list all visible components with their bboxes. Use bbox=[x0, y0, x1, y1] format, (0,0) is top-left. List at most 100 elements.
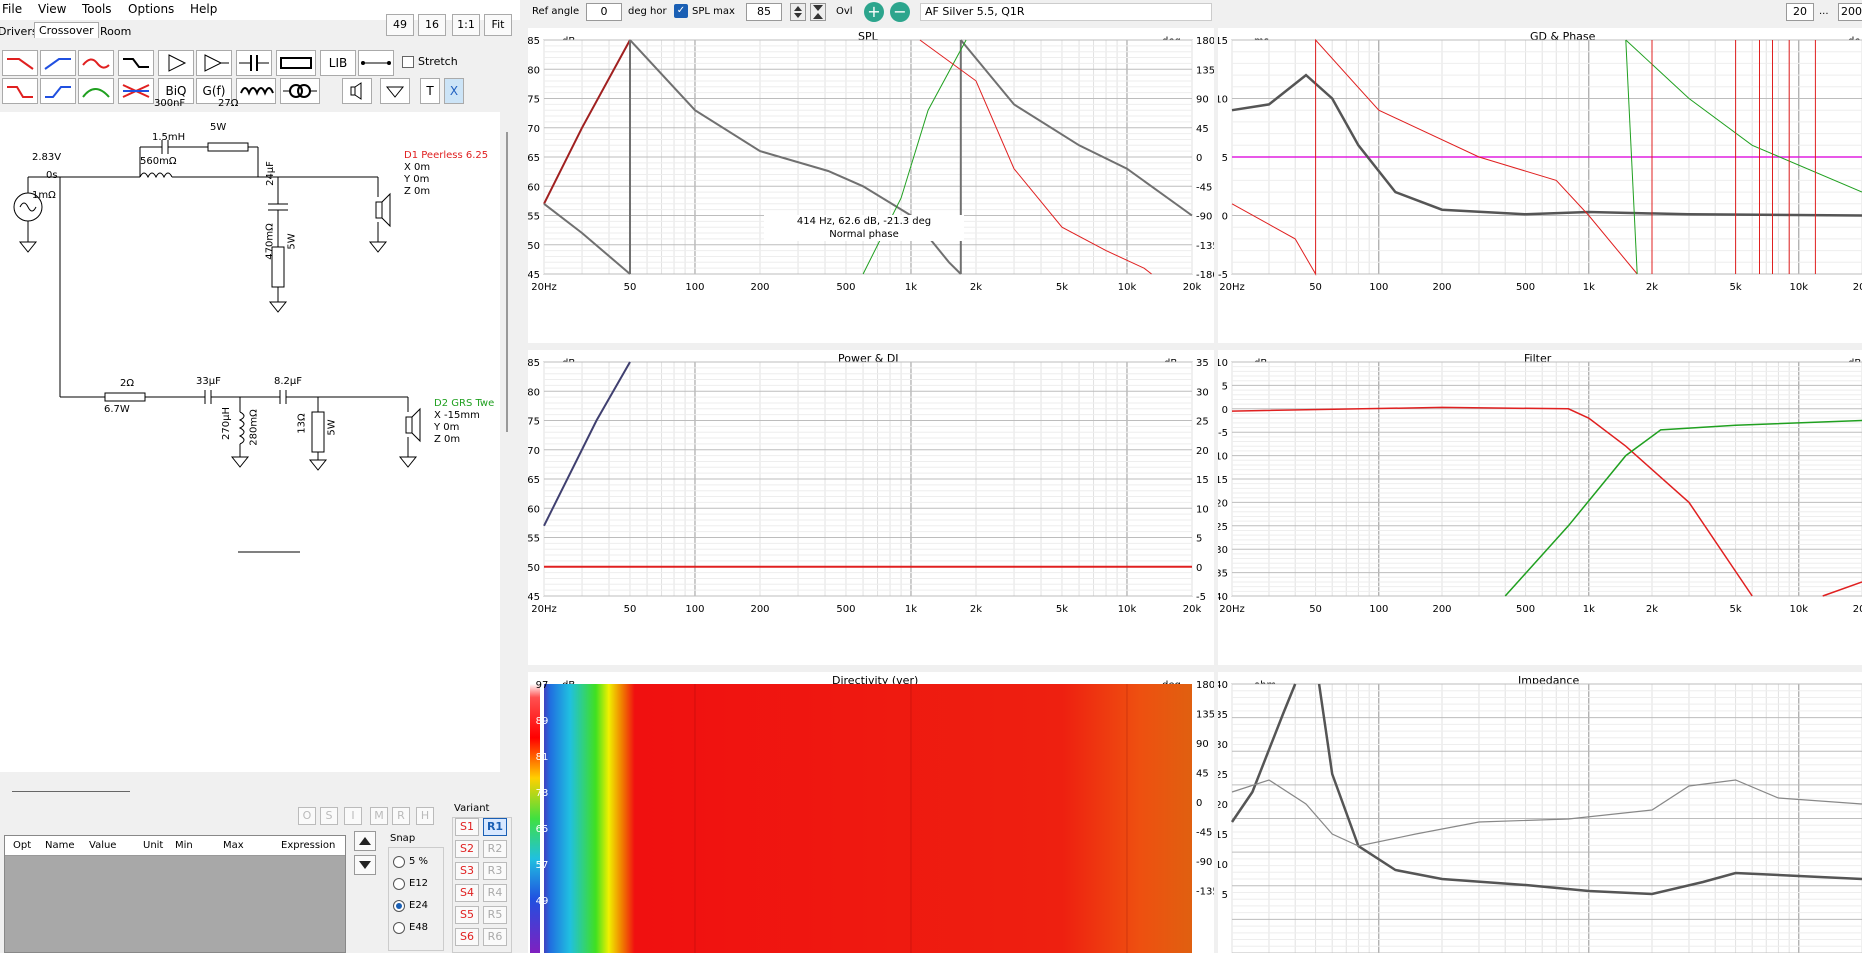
variant-r1-button[interactable]: R1 bbox=[483, 818, 507, 836]
r2-label[interactable]: 470mΩ bbox=[264, 223, 276, 260]
phase-tick-label: -135 bbox=[1196, 241, 1214, 252]
overlay-remove-icon[interactable]: − bbox=[890, 2, 910, 22]
capacitor-icon[interactable] bbox=[236, 50, 272, 76]
lib-button[interactable]: LIB bbox=[320, 50, 356, 76]
gd-phase-panel[interactable]: GD & Phase ms de 20Hz501002005001k2k5k10… bbox=[1218, 28, 1862, 343]
t-button[interactable]: T bbox=[420, 78, 440, 104]
bandpass-red-icon[interactable] bbox=[78, 50, 114, 76]
fit-button[interactable]: Fit bbox=[484, 14, 512, 36]
overlay-add-icon[interactable]: + bbox=[864, 2, 884, 22]
r3-label[interactable]: 2Ω bbox=[120, 378, 135, 389]
tweeter-filter-line bbox=[1504, 419, 1862, 597]
resistor-icon[interactable] bbox=[276, 50, 316, 76]
r4-label[interactable]: 13Ω bbox=[296, 413, 308, 434]
menu-file[interactable]: File bbox=[2, 2, 23, 16]
opt-o-button[interactable]: O bbox=[298, 807, 316, 825]
variant-s1-button[interactable]: S1 bbox=[455, 818, 479, 836]
spl-max-checkbox[interactable]: ✓ bbox=[674, 4, 688, 18]
transformer-icon[interactable] bbox=[280, 78, 320, 104]
opt-i-button[interactable]: I bbox=[344, 807, 362, 825]
menu-options[interactable]: Options bbox=[128, 2, 175, 16]
tab-drivers[interactable]: Drivers bbox=[0, 25, 38, 38]
power-di-panel[interactable]: Power & DI dB dB 20Hz501002005001k2k5k10… bbox=[528, 350, 1214, 665]
bandpass-green-icon[interactable] bbox=[78, 78, 114, 104]
spl-panel[interactable]: SPL dB deg 20Hz501002005001k2k5k10k20k85… bbox=[528, 28, 1214, 343]
crossover-schematic[interactable]: 2.83V 0s 1mΩ 300nF 27Ω 5W 1.5mH 560mΩ 24… bbox=[0, 98, 508, 772]
spl-spinner[interactable] bbox=[790, 3, 806, 21]
driver1-name[interactable]: D1 Peerless 6.25 bbox=[404, 150, 489, 161]
tab-crossover[interactable]: Crossover bbox=[34, 22, 99, 38]
notch-icon[interactable] bbox=[118, 78, 154, 104]
phase-line bbox=[960, 39, 1193, 217]
variant-s4-button[interactable]: S4 bbox=[455, 884, 479, 902]
shelf-icon[interactable] bbox=[118, 50, 154, 76]
col-value: Value bbox=[89, 840, 117, 851]
driver2-name[interactable]: D2 GRS Twe bbox=[434, 398, 495, 409]
menu-tools[interactable]: Tools bbox=[82, 2, 112, 16]
range-max-input[interactable]: 200 bbox=[1838, 3, 1862, 21]
stretch-checkbox[interactable] bbox=[402, 56, 414, 68]
variant-r2-button[interactable]: R2 bbox=[483, 840, 507, 858]
snap-5pct-radio[interactable] bbox=[393, 856, 405, 868]
zoom-16-button[interactable]: 16 bbox=[418, 14, 446, 36]
inductor-icon[interactable] bbox=[236, 78, 276, 104]
opt-r-button[interactable]: R bbox=[392, 807, 410, 825]
variant-r5-button[interactable]: R5 bbox=[483, 906, 507, 924]
variant-s2-button[interactable]: S2 bbox=[455, 840, 479, 858]
ref-angle-input[interactable]: 0 bbox=[586, 3, 622, 21]
gf-button[interactable]: G(f) bbox=[196, 78, 232, 104]
biquad-button[interactable]: BiQ bbox=[158, 78, 194, 104]
move-down-button[interactable] bbox=[354, 855, 376, 875]
highpass-blue-icon[interactable] bbox=[40, 50, 76, 76]
ground-icon[interactable] bbox=[380, 78, 410, 104]
wire-icon[interactable] bbox=[358, 50, 394, 76]
opt-h-button[interactable]: H bbox=[416, 807, 434, 825]
l2-label[interactable]: 270µH bbox=[220, 407, 232, 440]
variant-s3-button[interactable]: S3 bbox=[455, 862, 479, 880]
opt-m-button[interactable]: M bbox=[370, 807, 388, 825]
amplifier-icon[interactable] bbox=[158, 50, 194, 76]
y-tick-label: 5 bbox=[1222, 381, 1228, 392]
x-button[interactable]: X bbox=[444, 78, 464, 104]
variant-s6-button[interactable]: S6 bbox=[455, 928, 479, 946]
r1-label[interactable]: 27Ω bbox=[218, 98, 239, 109]
speaker-icon[interactable] bbox=[342, 78, 372, 104]
tab-bar: Drivers Crossover Room bbox=[0, 22, 140, 44]
lowpass-red-icon[interactable] bbox=[2, 50, 38, 76]
spl-max-input[interactable]: 85 bbox=[746, 3, 782, 21]
opt-s-button[interactable]: S bbox=[320, 807, 338, 825]
schematic-scrollbar[interactable] bbox=[506, 132, 508, 432]
optimizer-table[interactable]: Opt Name Value Unit Min Max Expression bbox=[4, 835, 346, 953]
zoom-49-button[interactable]: 49 bbox=[386, 14, 414, 36]
c1-label[interactable]: 300nF bbox=[154, 98, 186, 109]
move-up-button[interactable] bbox=[354, 831, 376, 851]
ovl-label: Ovl bbox=[836, 6, 853, 17]
zoom-1-1-button[interactable]: 1:1 bbox=[452, 14, 480, 36]
spl-autoscale-icon[interactable] bbox=[810, 3, 826, 21]
filter-panel[interactable]: Filter dB dB 20Hz501002005001k2k5k10k20k… bbox=[1218, 350, 1862, 665]
snap-e12-radio[interactable] bbox=[393, 878, 405, 890]
directivity-panel[interactable]: Directivity (ver) dB deg 978981736557491… bbox=[528, 672, 1214, 953]
l1-label[interactable]: 1.5mH bbox=[152, 132, 186, 143]
variant-r4-button[interactable]: R4 bbox=[483, 884, 507, 902]
x-tick-label: 20k bbox=[1853, 282, 1862, 293]
snap-e48-radio[interactable] bbox=[393, 922, 405, 934]
lowpass2-red-icon[interactable] bbox=[2, 78, 38, 104]
range-min-input[interactable]: 20 bbox=[1786, 3, 1814, 21]
variant-r6-button[interactable]: R6 bbox=[483, 928, 507, 946]
tab-room[interactable]: Room bbox=[100, 25, 132, 38]
buffer-icon[interactable] bbox=[196, 50, 232, 76]
menu-view[interactable]: View bbox=[38, 2, 67, 16]
c4-label[interactable]: 8.2µF bbox=[274, 376, 303, 387]
snap-e24-label: E24 bbox=[409, 900, 429, 911]
highpass2-blue-icon[interactable] bbox=[40, 78, 76, 104]
c2-label[interactable]: 24µF bbox=[264, 161, 276, 186]
snap-e24-radio[interactable] bbox=[393, 900, 405, 912]
variant-s5-button[interactable]: S5 bbox=[455, 906, 479, 924]
variant-r3-button[interactable]: R3 bbox=[483, 862, 507, 880]
menu-help[interactable]: Help bbox=[190, 2, 218, 16]
project-name-field[interactable]: AF Silver 5.5, Q1R bbox=[920, 3, 1212, 21]
x-tick-label: 100 bbox=[685, 282, 704, 293]
c3-label[interactable]: 33µF bbox=[196, 376, 221, 387]
